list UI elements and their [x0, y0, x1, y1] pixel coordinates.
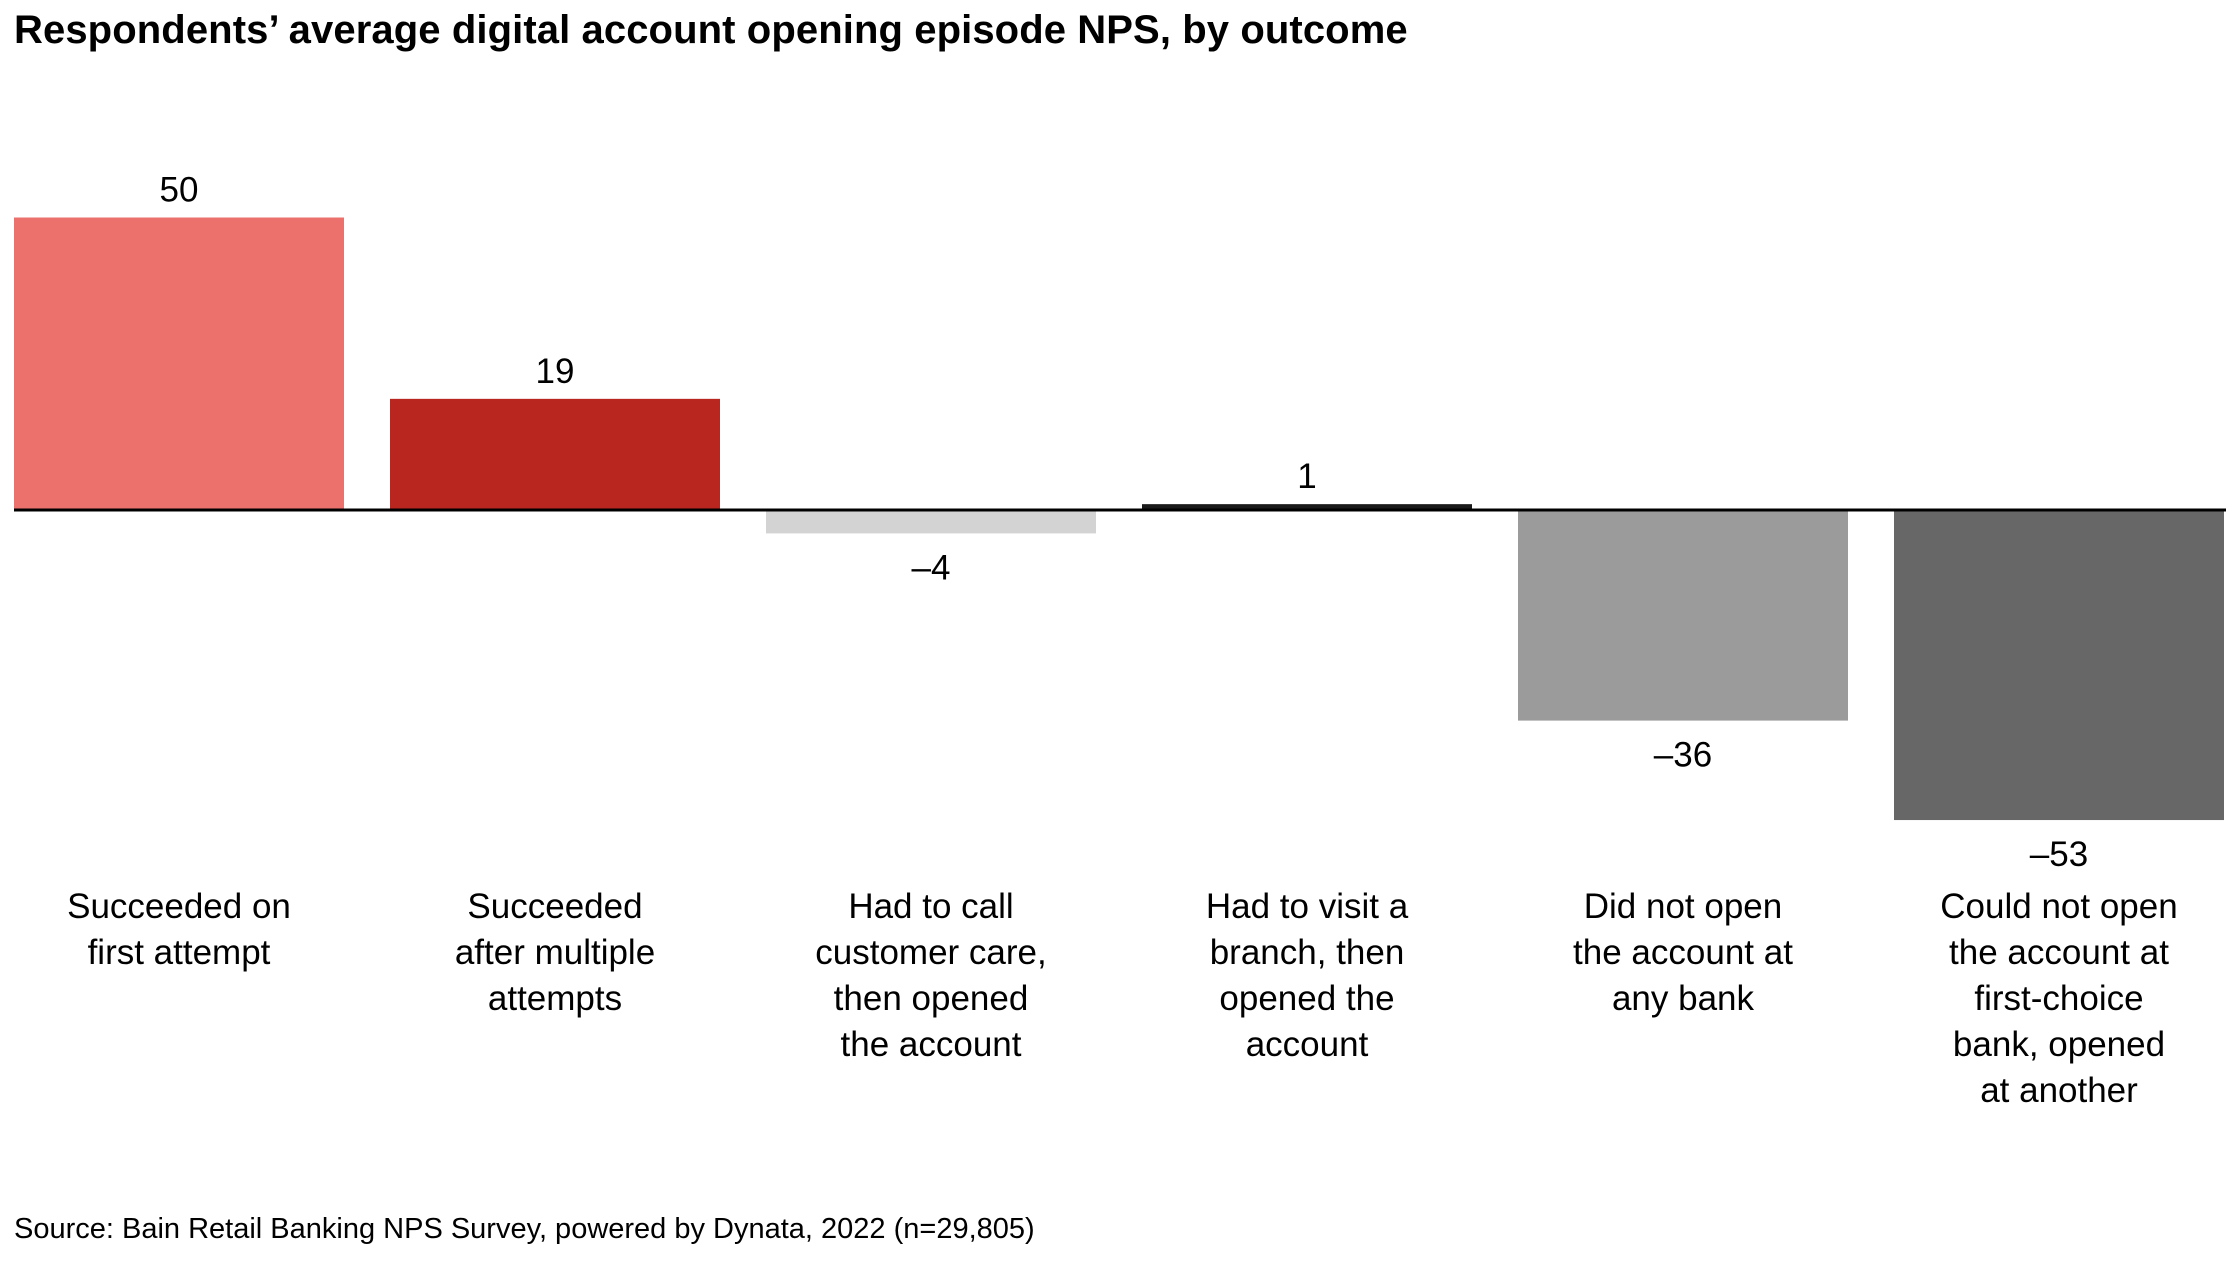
category-label-line: branch, then	[1209, 933, 1405, 972]
category-label-line: Had to visit a	[1205, 887, 1409, 926]
bar-1	[14, 217, 344, 510]
category-label-line: first attempt	[87, 933, 271, 972]
category-label-line: Had to call	[848, 887, 1014, 926]
category-label-2: Succeeded after multiple attempts	[385, 884, 725, 1022]
category-label-6: Could not open the account at first-choice…	[1889, 884, 2229, 1114]
category-label-line: after multiple	[454, 933, 656, 972]
category-label-line: bank, opened	[1952, 1025, 2166, 1064]
category-label-line: the account at	[1573, 933, 1793, 972]
bar-5	[1518, 510, 1848, 721]
category-label-line: Succeeded	[467, 887, 643, 926]
category-label-4: Had to visit a branch, then opened the acco…	[1137, 884, 1477, 1068]
value-label-6: –53	[2030, 835, 2088, 874]
category-label-line: opened the	[1219, 979, 1395, 1018]
category-label-line: attempts	[487, 979, 623, 1018]
category-label-line: the account	[840, 1025, 1022, 1064]
chart-title: Respondents’ average digital account ope…	[14, 8, 1408, 52]
category-label-line: first-choice	[1974, 979, 2144, 1018]
category-label-line: the account at	[1949, 933, 2169, 972]
category-label-3: Had to call customer care, then opened the …	[761, 884, 1101, 1068]
category-label-line: then opened	[833, 979, 1029, 1018]
bar-2	[390, 398, 720, 510]
category-label-line: any bank	[1611, 979, 1755, 1018]
bar-4	[1142, 504, 1472, 510]
category-label-line: Could not open	[1940, 887, 2178, 926]
category-label-line: at another	[1980, 1071, 2138, 1110]
category-label-line: customer care,	[815, 933, 1047, 972]
value-label-2: 19	[536, 352, 575, 391]
category-label-5: Did not open the account at any bank	[1513, 884, 1853, 1022]
category-label-line: Did not open	[1583, 887, 1783, 926]
value-label-4: 1	[1297, 457, 1316, 496]
value-label-5: –36	[1654, 736, 1712, 775]
bar-6	[1894, 510, 2224, 821]
chart-source: Source: Bain Retail Banking NPS Survey, …	[14, 1213, 1035, 1245]
value-label-1: 50	[160, 171, 199, 210]
category-label-line: account	[1245, 1025, 1369, 1064]
bar-3	[766, 510, 1096, 534]
value-label-3: –4	[912, 548, 951, 587]
category-label-line: Succeeded on	[67, 887, 291, 926]
category-label-1: Succeeded on first attempt	[9, 884, 349, 976]
